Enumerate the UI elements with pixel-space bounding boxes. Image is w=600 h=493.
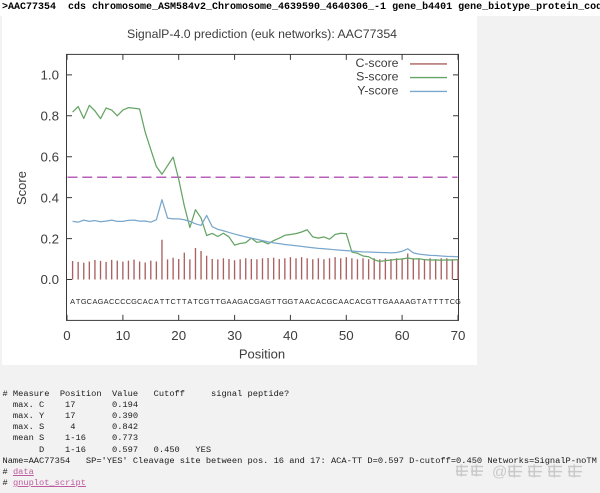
svg-text:A: A [305,297,310,306]
svg-text:A: A [338,297,343,306]
svg-text:20: 20 [171,328,186,343]
svg-text:G: G [254,297,260,306]
svg-text:SignalP-4.0 prediction (euk ne: SignalP-4.0 prediction (euk networks): A… [127,27,397,41]
svg-text:G: G [221,297,227,306]
svg-text:C: C [137,297,143,306]
svg-text:A: A [405,297,410,306]
svg-text:0: 0 [63,328,70,343]
svg-text:1.0: 1.0 [41,68,60,83]
svg-text:0.2: 0.2 [41,231,60,246]
svg-text:T: T [277,297,282,306]
svg-text:G: G [383,297,389,306]
svg-text:50: 50 [339,328,354,343]
svg-text:G: G [98,297,104,306]
svg-text:G: G [131,297,137,306]
svg-text:A: A [104,297,109,306]
svg-text:0.0: 0.0 [41,272,60,287]
svg-text:C: C [198,297,204,306]
svg-text:G: G [265,297,271,306]
svg-text:G: G [327,297,333,306]
svg-text:C: C [120,297,126,306]
svg-text:0.8: 0.8 [41,109,60,124]
svg-text:C: C [310,297,316,306]
svg-text:T: T [439,297,444,306]
svg-text:70: 70 [451,328,466,343]
svg-text:C-score: C-score [355,56,398,70]
svg-text:A: A [232,297,237,306]
svg-text:G: G [366,297,372,306]
svg-text:Score: Score [14,171,29,205]
svg-text:C: C [360,297,366,306]
svg-text:A: A [92,297,97,306]
svg-text:Y-score: Y-score [357,83,398,97]
svg-text:C: C [170,297,176,306]
svg-text:G: G [282,297,288,306]
svg-text:T: T [165,297,170,306]
svg-text:A: A [344,297,349,306]
svg-text:Position: Position [239,347,285,362]
svg-text:T: T [428,297,433,306]
svg-text:T: T [433,297,438,306]
svg-text:C: C [87,297,93,306]
svg-text:C: C [321,297,327,306]
svg-text:0.4: 0.4 [41,190,60,205]
svg-text:G: G [237,297,243,306]
svg-text:A: A [260,297,265,306]
svg-text:C: C [109,297,115,306]
svg-text:T: T [76,297,81,306]
svg-text:T: T [160,297,165,306]
svg-text:T: T [372,297,377,306]
svg-text:C: C [148,297,154,306]
svg-text:A: A [299,297,304,306]
svg-text:C: C [450,297,456,306]
svg-text:T: T [294,297,299,306]
svg-text:T: T [182,297,187,306]
svg-text:C: C [126,297,132,306]
svg-text:C: C [115,297,121,306]
svg-text:T: T [378,297,383,306]
svg-text:T: T [210,297,215,306]
svg-text:A: A [422,297,427,306]
svg-text:C: C [332,297,338,306]
svg-text:A: A [154,297,159,306]
svg-text:T: T [216,297,221,306]
svg-text:G: G [81,297,87,306]
svg-text:A: A [389,297,394,306]
svg-text:A: A [70,297,75,306]
svg-text:40: 40 [283,328,298,343]
svg-text:T: T [417,297,422,306]
svg-text:A: A [243,297,248,306]
svg-text:A: A [143,297,148,306]
svg-text:10: 10 [116,328,131,343]
svg-text:G: G [455,297,461,306]
svg-text:S-score: S-score [356,70,399,84]
svg-text:A: A [187,297,192,306]
svg-text:T: T [271,297,276,306]
svg-text:@: @ [492,464,507,481]
svg-text:G: G [288,297,294,306]
svg-text:A: A [355,297,360,306]
svg-text:60: 60 [395,328,410,343]
svg-text:T: T [193,297,198,306]
svg-text:30: 30 [227,328,242,343]
svg-text:A: A [394,297,399,306]
svg-text:A: A [227,297,232,306]
svg-text:A: A [400,297,405,306]
svg-text:0.6: 0.6 [41,149,60,164]
svg-text:G: G [410,297,416,306]
svg-text:G: G [204,297,210,306]
svg-text:T: T [445,297,450,306]
svg-text:C: C [249,297,255,306]
svg-text:C: C [349,297,355,306]
svg-text:T: T [176,297,181,306]
svg-text:A: A [316,297,321,306]
